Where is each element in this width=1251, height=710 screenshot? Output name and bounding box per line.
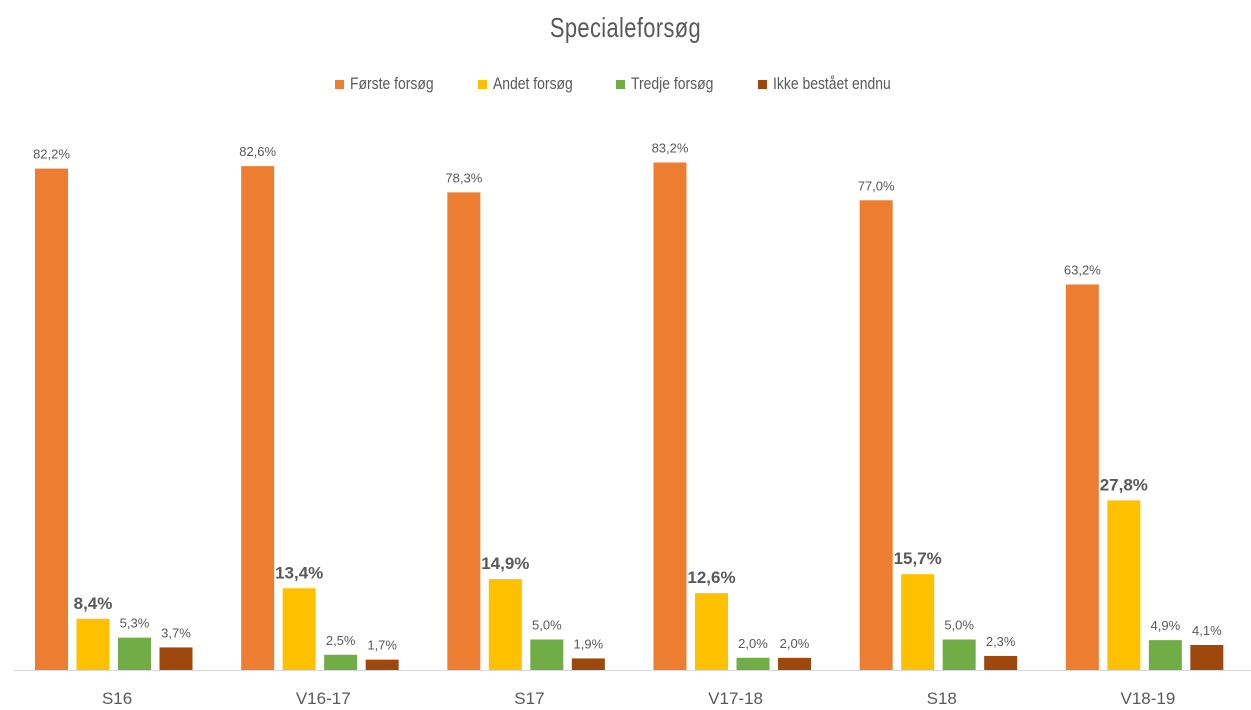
bar [35, 168, 68, 670]
data-label: 82,2% [33, 147, 70, 162]
data-label: 5,3% [120, 616, 150, 631]
x-tick-label: V18-19 [1121, 689, 1176, 708]
data-label: 3,7% [161, 625, 191, 640]
x-tick-label: S18 [927, 689, 957, 708]
data-label: 2,5% [326, 633, 356, 648]
legend-item-andet: Andet forsøg [477, 74, 590, 94]
data-label: 83,2% [652, 140, 689, 155]
legend-label: Andet forsøg [492, 74, 573, 93]
bar [1065, 284, 1099, 670]
bar [942, 639, 976, 670]
bar [488, 579, 522, 670]
data-label: 78,3% [445, 170, 482, 185]
legend-swatch [477, 79, 487, 89]
x-tick-label: V17-18 [708, 689, 763, 708]
legend-label: Ikke bestået endnu [772, 74, 891, 93]
bar [76, 618, 110, 670]
data-label: 27,8% [1100, 475, 1148, 494]
legend-item-ikke-bestaaet: Ikke bestået endnu [757, 74, 917, 94]
x-tick-label: V16-17 [296, 689, 351, 708]
bar [653, 162, 687, 671]
data-label: 15,7% [894, 549, 942, 568]
legend-swatch [757, 79, 767, 89]
data-label: 8,4% [74, 594, 113, 613]
data-label: 14,9% [481, 554, 529, 573]
bar [159, 647, 193, 670]
bar [241, 166, 275, 670]
bar [1107, 500, 1141, 670]
legend-swatch [334, 79, 344, 89]
bar [324, 654, 358, 670]
data-label: 63,2% [1064, 262, 1101, 277]
bar [282, 588, 316, 670]
legend-item-tredje: Tredje forsøg [616, 74, 731, 94]
data-label: 5,0% [532, 618, 562, 633]
chart-title: Specialeforsøg [549, 12, 702, 43]
bar [778, 657, 811, 670]
data-label: 4,9% [1151, 618, 1181, 633]
data-label: 1,9% [574, 636, 604, 651]
data-label: 1,7% [367, 638, 397, 653]
legend-swatch [616, 79, 626, 89]
bar [736, 657, 770, 670]
bar [859, 200, 893, 671]
data-label: 13,4% [275, 563, 323, 582]
data-label: 82,6% [239, 144, 276, 159]
bar [365, 659, 399, 670]
data-label: 4,1% [1192, 623, 1222, 638]
legend-item-forste: Første forsøg [334, 74, 452, 94]
bar [1190, 644, 1224, 670]
bar [447, 192, 481, 670]
legend-label: Første forsøg [349, 74, 434, 93]
x-tick-label: S17 [514, 689, 544, 708]
data-label: 5,0% [944, 618, 974, 633]
data-label: 77,0% [858, 178, 895, 193]
bar [118, 637, 151, 670]
data-label: 2,0% [780, 636, 810, 651]
bar [1148, 640, 1182, 670]
data-label: 12,6% [687, 568, 735, 587]
data-label: 2,3% [986, 634, 1016, 649]
x-tick-label: S16 [102, 689, 132, 708]
bar [901, 574, 935, 670]
bar [984, 655, 1018, 670]
legend-label: Tredje forsøg [631, 74, 714, 93]
bar [695, 593, 728, 670]
bar [571, 658, 605, 670]
bar [530, 639, 564, 670]
legend: Første forsøg Andet forsøg Tredje forsøg… [0, 70, 1251, 98]
data-label: 2,0% [738, 636, 768, 651]
